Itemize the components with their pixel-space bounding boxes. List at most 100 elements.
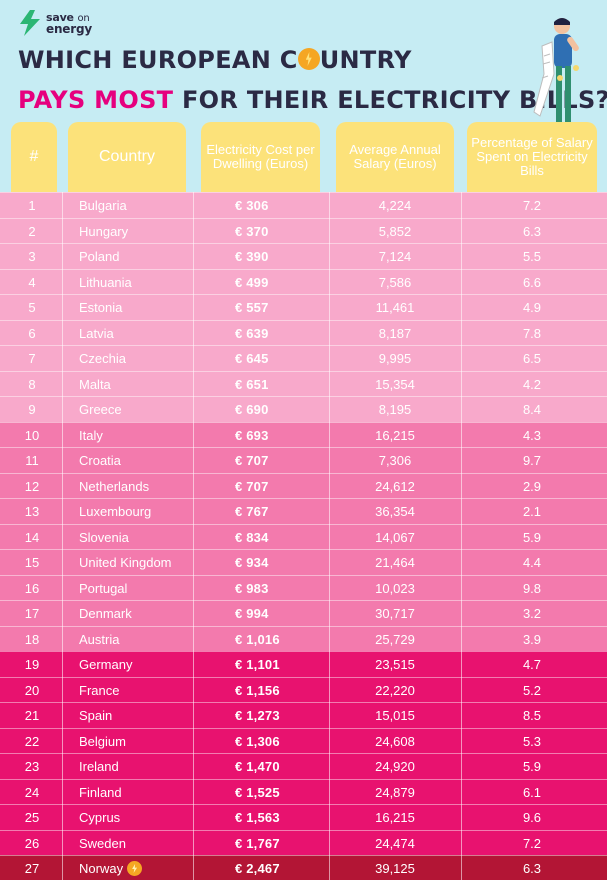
currency-symbol: € (235, 249, 243, 264)
country-name: Norway (79, 861, 124, 876)
rank-cell: 21 (24, 708, 40, 723)
country-cell: Hungary (79, 223, 129, 239)
salary-cell: 7,124 (378, 249, 412, 264)
salary-cell: 24,474 (375, 835, 415, 851)
cost-cell: € 767 (235, 499, 325, 524)
currency-symbol: € (235, 478, 243, 494)
cost-cell: € 1,273 (235, 703, 325, 728)
currency-symbol: € (235, 504, 243, 519)
column-divider (62, 192, 63, 880)
table-row: 12 Netherlands € 707 24,612 2.9 (0, 472, 607, 498)
country-cell: France (79, 682, 120, 698)
table-row: 6 Latvia € 639 8,187 7.8 (0, 319, 607, 345)
cost-cell: € 994 (235, 601, 325, 626)
salary-cell: 25,729 (375, 631, 415, 647)
cost-cell: € 645 (235, 346, 325, 371)
table-row: 27 Norway € 2,467 39,125 6.3 (0, 855, 607, 880)
rank-cell: 6 (28, 325, 36, 341)
country-cell: Finland (79, 784, 122, 800)
table-row: 4 Lithuania € 499 7,586 6.6 (0, 268, 607, 294)
cost-cell: € 306 (235, 193, 325, 218)
percentage-cell: 8.4 (522, 402, 542, 417)
rank-cell: 3 (28, 249, 36, 264)
percentage-cell: 6.1 (522, 784, 542, 800)
salary-cell: 24,608 (375, 733, 415, 749)
cost-value: 651 (246, 376, 269, 392)
cost-cell: € 934 (235, 550, 325, 575)
salary-cell: 24,879 (375, 784, 415, 800)
table-row: 23 Ireland € 1,470 24,920 5.9 (0, 753, 607, 779)
country-cell: Cyprus (79, 810, 121, 825)
currency-symbol: € (235, 529, 243, 545)
percentage-cell: 6.5 (522, 351, 542, 366)
country-cell: Poland (79, 249, 120, 264)
currency-symbol: € (235, 580, 243, 596)
rank-cell: 20 (24, 682, 40, 698)
rank-cell: 24 (24, 784, 40, 800)
table-row: 7 Czechia € 645 9,995 6.5 (0, 345, 607, 371)
currency-symbol: € (235, 708, 243, 723)
percentage-cell: 4.9 (522, 300, 542, 315)
percentage-cell: 4.7 (522, 657, 542, 672)
percentage-cell: 2.1 (522, 504, 542, 519)
salary-cell: 39,125 (375, 861, 415, 876)
cost-cell: € 1,767 (235, 831, 325, 856)
rank-cell: 17 (24, 606, 40, 621)
percentage-cell: 9.8 (522, 580, 542, 596)
column-header-salary: Average Annual Salary (Euros) (336, 122, 454, 192)
country-cell: Malta (79, 376, 111, 392)
rank-cell: 7 (28, 351, 36, 366)
column-divider (461, 192, 462, 880)
currency-symbol: € (235, 555, 243, 570)
cost-cell: € 1,563 (235, 805, 325, 830)
table-row: 15 United Kingdom € 934 21,464 4.4 (0, 549, 607, 575)
table-row: 20 France € 1,156 22,220 5.2 (0, 676, 607, 702)
title-accent: PAYS MOST (18, 86, 174, 114)
rank-cell: 15 (24, 555, 40, 570)
rank-cell: 11 (25, 453, 39, 468)
cost-value: 2,467 (246, 861, 280, 876)
percentage-cell: 5.5 (522, 249, 542, 264)
currency-symbol: € (235, 223, 243, 239)
percentage-cell: 4.2 (522, 376, 542, 392)
salary-cell: 4,224 (378, 198, 412, 213)
cost-cell: € 1,306 (235, 729, 325, 754)
percentage-cell: 3.9 (522, 631, 542, 647)
page-title-line1: WHICH EUROPEAN C UNTRY (18, 46, 412, 74)
cost-value: 390 (246, 249, 269, 264)
currency-symbol: € (235, 861, 243, 876)
percentage-cell: 7.2 (522, 835, 542, 851)
country-cell: Croatia (79, 453, 121, 468)
country-cell: Estonia (79, 300, 123, 315)
currency-symbol: € (235, 835, 243, 851)
table-row: 26 Sweden € 1,767 24,474 7.2 (0, 829, 607, 856)
cost-value: 645 (246, 351, 269, 366)
cost-cell: € 1,016 (235, 627, 325, 652)
cost-value: 934 (246, 555, 269, 570)
rank-cell: 26 (24, 835, 40, 851)
page-title-line2: PAYS MOST FOR THEIR ELECTRICITY BILLS? (18, 86, 607, 114)
salary-cell: 7,306 (378, 453, 412, 468)
table-row: 21 Spain € 1,273 15,015 8.5 (0, 702, 607, 728)
table-row: 1 Bulgaria € 306 4,224 7.2 (0, 192, 607, 218)
percentage-cell: 2.9 (522, 478, 542, 494)
rank-cell: 18 (24, 631, 40, 647)
currency-symbol: € (235, 657, 243, 672)
table-row: 3 Poland € 390 7,124 5.5 (0, 243, 607, 269)
cost-value: 983 (246, 580, 269, 596)
lightbulb-icon (297, 48, 320, 70)
currency-symbol: € (235, 733, 243, 749)
cost-value: 1,016 (246, 631, 280, 647)
country-cell: Belgium (79, 733, 126, 749)
cost-cell: € 390 (235, 244, 325, 269)
table-row: 19 Germany € 1,101 23,515 4.7 (0, 651, 607, 677)
table-row: 8 Malta € 651 15,354 4.2 (0, 370, 607, 397)
cost-value: 1,767 (246, 835, 280, 851)
percentage-cell: 6.6 (522, 274, 542, 290)
table-row: 13 Luxembourg € 767 36,354 2.1 (0, 498, 607, 524)
column-header-rank: # (11, 122, 57, 192)
country-cell: Spain (79, 708, 113, 723)
percentage-cell: 3.2 (522, 606, 542, 621)
cost-cell: € 651 (235, 372, 325, 397)
country-cell: Netherlands (79, 478, 150, 494)
